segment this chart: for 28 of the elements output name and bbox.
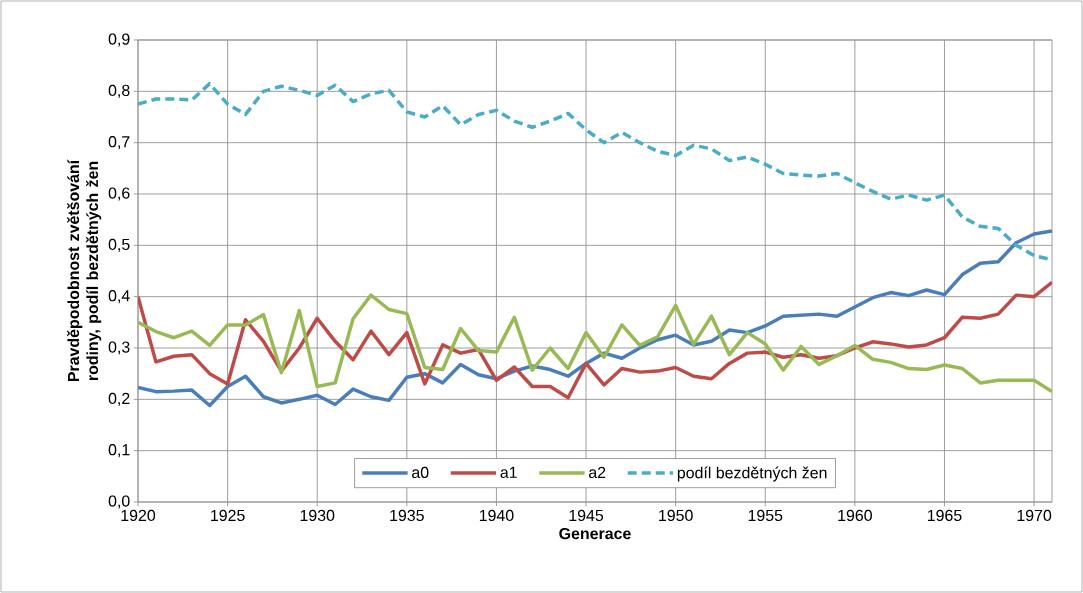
x-tick-label: 1925 [211,509,245,522]
x-tick-label: 1955 [748,509,783,522]
y-tick-label: 0,7 [108,136,130,150]
x-tick-label: 1950 [659,509,693,522]
y-tick-label: 0,2 [108,392,130,406]
y-tick-label: 0,5 [108,238,130,252]
x-tick-label: 1920 [121,509,156,522]
y-axis-title: Pravděpodobnost zvětšování rodiny, podíl bezdětných žen [67,159,102,382]
y-tick-label: 0,1 [108,444,130,458]
x-tick-label: 1960 [838,509,872,522]
legend-label: a1 [500,466,517,478]
y-tick-label: 0,4 [108,290,130,304]
x-tick-label: 1940 [479,509,514,522]
legend-label: a0 [412,466,429,479]
x-tick-label: 1935 [390,509,424,522]
y-tick-label: 0,9 [108,33,130,47]
y-tick-label: 0,0 [108,495,130,509]
x-tick-label: 1970 [1017,509,1052,522]
y-tick-label: 0,8 [108,84,130,98]
x-tick-label: 1945 [569,509,604,522]
y-tick-label: 0,3 [108,341,130,355]
x-tick-label: 1965 [927,509,962,522]
x-axis-title: Generace [559,527,631,540]
legend-label: podíl bezdětných žen [677,466,827,482]
y-tick-label: 0,6 [108,187,130,201]
line-series [138,280,1053,400]
legend-label: a2 [589,466,606,479]
x-tick-label: 1930 [300,509,335,522]
